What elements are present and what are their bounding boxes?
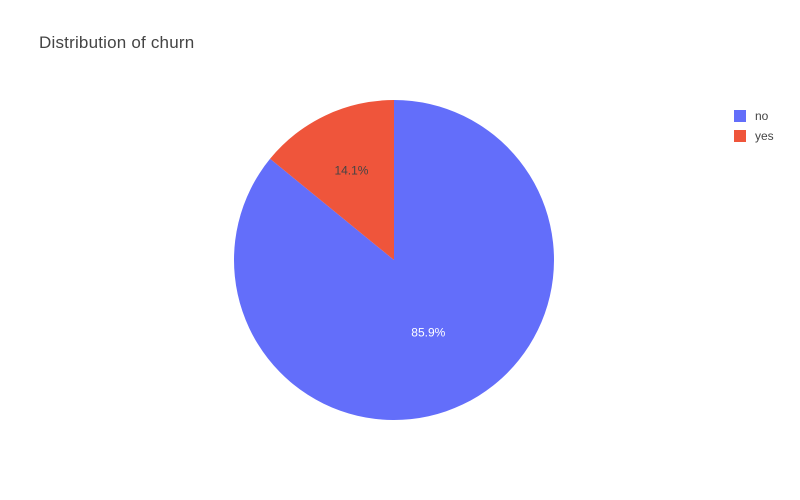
slice-label-yes: 14.1% xyxy=(334,163,368,177)
legend-item-no[interactable]: no xyxy=(734,106,774,126)
pie-slice-no[interactable] xyxy=(234,100,554,420)
chart-title: Distribution of churn xyxy=(39,33,195,52)
legend-label-yes: yes xyxy=(755,129,774,143)
slice-label-no: 85.9% xyxy=(411,325,445,339)
legend: no yes xyxy=(734,106,774,146)
pie-slice-yes[interactable] xyxy=(270,100,394,260)
legend-label-no: no xyxy=(755,109,769,123)
legend-item-yes[interactable]: yes xyxy=(734,126,774,146)
legend-swatch-yes xyxy=(734,130,746,142)
legend-swatch-no xyxy=(734,110,746,122)
